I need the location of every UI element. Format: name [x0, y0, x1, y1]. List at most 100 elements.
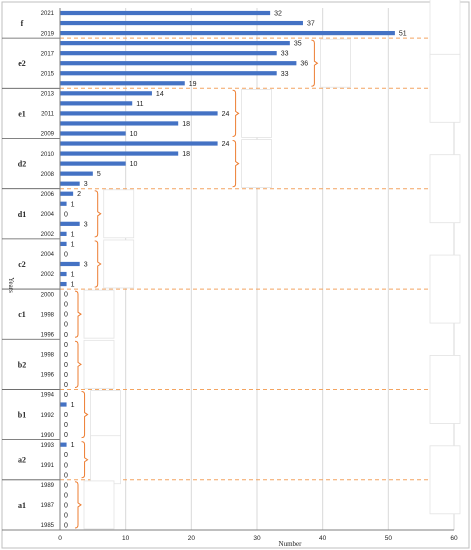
data-label: 32 [274, 11, 282, 18]
bar [60, 271, 67, 277]
data-label: 0 [64, 462, 68, 469]
bar [60, 161, 126, 166]
bar [60, 51, 277, 56]
data-label: 0 [64, 382, 68, 389]
data-label: 1 [71, 272, 75, 279]
data-label: 1 [71, 231, 75, 238]
data-label: 0 [64, 502, 68, 509]
group-label: c1 [18, 310, 26, 319]
bar [60, 61, 297, 66]
year-tick-label: 2017 [41, 51, 55, 57]
bar [60, 231, 67, 236]
data-label: 0 [64, 422, 68, 429]
data-label: 14 [156, 91, 164, 98]
bar [60, 281, 67, 287]
side-label-box [429, 53, 461, 123]
group-label: c2 [18, 260, 26, 269]
year-tick-label: 2021 [41, 11, 55, 17]
data-label: 1 [71, 402, 75, 409]
data-label: 37 [307, 21, 315, 28]
bar [60, 191, 74, 196]
x-tick-label: 60 [450, 535, 458, 542]
bar [60, 201, 67, 206]
bar [60, 261, 80, 267]
x-tick-label: 50 [385, 535, 393, 542]
year-tick-label: 2004 [41, 252, 55, 258]
bar [60, 131, 126, 136]
grid-lines [125, 8, 455, 530]
data-label: 35 [294, 41, 302, 48]
data-label: 1 [71, 201, 75, 208]
x-tick-label: 20 [188, 535, 196, 542]
x-tick-label: 10 [122, 535, 130, 542]
data-label: 24 [222, 111, 230, 118]
year-tick-label: 2002 [41, 272, 55, 278]
data-label: 0 [64, 292, 68, 299]
data-label: 0 [64, 452, 68, 459]
bar [60, 101, 133, 106]
bar [60, 121, 179, 126]
data-label: 0 [64, 512, 68, 519]
data-label: 0 [64, 332, 68, 339]
data-label: 0 [64, 432, 68, 439]
annotation-brace [74, 340, 82, 388]
annotation-brace [74, 290, 82, 338]
x-tick-label: 40 [319, 535, 327, 542]
year-tick-label: 1996 [41, 373, 55, 379]
data-label: 0 [64, 392, 68, 399]
year-tick-label: 2011 [41, 112, 55, 118]
bar [60, 402, 67, 407]
annotation-box [90, 435, 121, 485]
year-tick-label: 2019 [41, 31, 55, 37]
year-tick-label: 2009 [41, 132, 55, 138]
data-label: 0 [64, 211, 68, 218]
data-label: 51 [399, 31, 407, 38]
data-label: 3 [84, 221, 88, 228]
year-tick-label: 1992 [41, 413, 55, 419]
bar [60, 241, 67, 247]
data-label: 0 [64, 342, 68, 349]
bar [60, 221, 80, 226]
year-tick-label: 2008 [41, 172, 55, 178]
data-label: 0 [64, 312, 68, 319]
year-tick-label: 2000 [41, 292, 55, 298]
data-label: 1 [71, 241, 75, 248]
annotation-brace [81, 390, 89, 439]
data-label: 18 [182, 151, 190, 158]
data-label: 0 [64, 362, 68, 369]
data-label: 36 [300, 61, 308, 68]
data-label: 2 [77, 191, 81, 198]
group-label: a2 [18, 456, 26, 465]
data-label: 0 [64, 412, 68, 419]
side-label-box [429, 355, 461, 424]
data-label: 0 [64, 352, 68, 359]
annotation-brace [94, 190, 102, 238]
group-label: f [21, 19, 24, 28]
group-label: d1 [18, 210, 26, 219]
year-tick-label: 1998 [41, 353, 55, 359]
bar [60, 442, 67, 447]
annotation-brace [74, 481, 82, 529]
data-label: 1 [71, 282, 75, 289]
data-label: 0 [64, 472, 68, 479]
data-label: 11 [136, 101, 143, 108]
data-label: 0 [64, 522, 68, 529]
data-label: 24 [222, 141, 230, 148]
year-tick-label: 2013 [41, 92, 55, 98]
x-tick-label: 0 [58, 535, 62, 542]
group-separators [2, 37, 430, 531]
year-tick-label: 2006 [41, 192, 55, 198]
annotation-box [90, 390, 121, 439]
group-label: a1 [18, 501, 26, 510]
year-tick-label: 2002 [41, 232, 55, 238]
annotation-box [241, 89, 273, 138]
annotation-brace [232, 140, 240, 188]
x-axis-label: Number [279, 540, 303, 548]
bar [60, 91, 152, 96]
data-label: 0 [64, 251, 68, 258]
annotation-braces [74, 0, 461, 530]
bar [60, 71, 277, 76]
year-tick-label: 1985 [41, 523, 55, 529]
